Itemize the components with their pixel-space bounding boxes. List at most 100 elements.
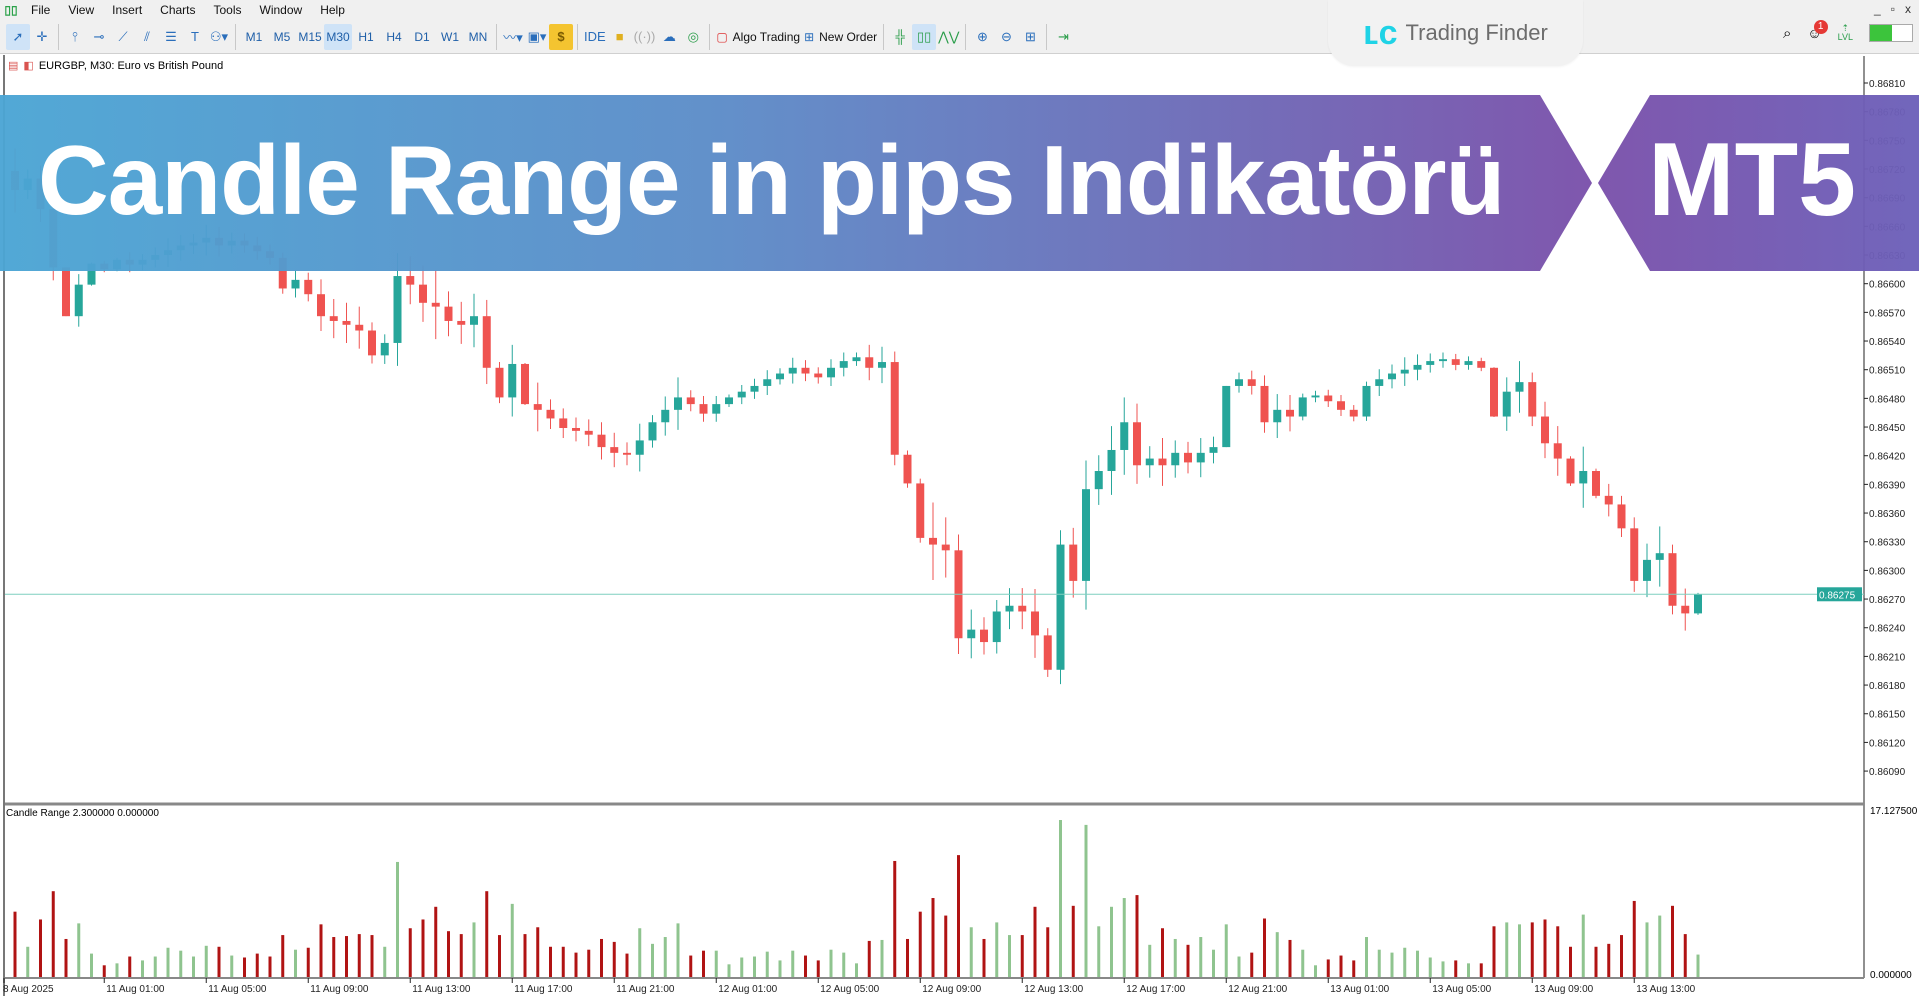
vps-cloud-icon[interactable]: ☁: [662, 28, 676, 44]
lvl-icon[interactable]: ⇡ LVL: [1837, 23, 1853, 42]
candle: [1553, 426, 1562, 476]
crosshair-icon[interactable]: ✛: [36, 28, 48, 44]
divider: [1046, 23, 1048, 50]
divider: [496, 23, 497, 50]
menu-view[interactable]: View: [68, 3, 95, 17]
menu-window[interactable]: Window: [259, 3, 303, 17]
status-toggle[interactable]: [1869, 24, 1913, 42]
algo-trading-button[interactable]: ▢ Algo Trading: [714, 24, 802, 50]
price-tick-label: 0.86330: [1869, 538, 1906, 549]
bullish-candle-body: [763, 379, 772, 386]
candle-range-bar: [179, 950, 183, 977]
candle-range-bar: [102, 965, 106, 977]
minimize-button[interactable]: _: [1874, 2, 1881, 16]
candle-range-bar: [1543, 919, 1547, 977]
fibonacci-icon[interactable]: ☰: [165, 28, 177, 44]
candle: [62, 267, 70, 317]
candle-range-bar: [230, 955, 234, 977]
restore-button[interactable]: ▫: [1890, 2, 1895, 16]
signal-broadcast-icon[interactable]: ((·)): [633, 29, 656, 44]
bullish-candle-body: [87, 263, 96, 285]
candle-range-bar: [969, 927, 973, 977]
bullish-candle-body: [750, 385, 759, 392]
candle-range-bar: [791, 950, 795, 977]
candle-range-bar: [1020, 935, 1024, 977]
candle-range-bar: [1403, 947, 1407, 977]
shapes-icon[interactable]: ⚇▾: [209, 28, 229, 44]
candle-range-bar: [1097, 926, 1101, 977]
bullish-candle-body: [1655, 553, 1664, 560]
horizontal-line-icon[interactable]: ⊸: [93, 28, 105, 44]
timeframe-d1[interactable]: D1: [414, 29, 430, 44]
channel-icon[interactable]: ⫽: [144, 28, 150, 44]
candle-range-bar: [944, 915, 948, 977]
candle: [1324, 389, 1333, 407]
vertical-line-icon[interactable]: ⫯: [72, 28, 78, 44]
candle: [941, 517, 950, 578]
bearish-candle-body: [686, 397, 695, 405]
bullish-candle-body: [393, 276, 402, 343]
candle: [597, 422, 606, 460]
candle-range-bar: [1224, 924, 1228, 977]
autoscroll-icon[interactable]: ⇥: [1058, 28, 1069, 44]
candle-range-bar: [702, 950, 705, 977]
indicators-icon[interactable]: 〰▾: [503, 30, 523, 45]
candle-range-bar: [396, 861, 399, 977]
templates-icon[interactable]: ▣▾: [527, 28, 547, 44]
candle: [1464, 356, 1473, 370]
candle: [546, 399, 555, 429]
menu-help[interactable]: Help: [320, 3, 345, 17]
timeframe-mn[interactable]: MN: [468, 29, 488, 44]
timeframe-w1[interactable]: W1: [441, 29, 459, 44]
menu-file[interactable]: File: [31, 3, 51, 17]
bearish-candle-body: [916, 483, 925, 538]
line-chart-icon[interactable]: ⋀⋁: [938, 28, 960, 44]
market-icon[interactable]: ■: [615, 29, 624, 44]
close-button[interactable]: x: [1905, 2, 1911, 16]
candle: [355, 306, 364, 349]
zoom-out-icon[interactable]: ⊖: [1001, 28, 1012, 44]
bullish-candle-body: [1515, 382, 1524, 392]
trendline-icon[interactable]: ⟋: [118, 28, 128, 44]
candle: [1502, 377, 1511, 431]
timeframe-m30[interactable]: M30: [324, 23, 352, 50]
cursor-icon[interactable]: ➚: [6, 23, 30, 50]
candle: [750, 378, 759, 399]
time-tick-label: 13 Aug 05:00: [1432, 984, 1491, 995]
candle-range-bar: [1377, 949, 1381, 977]
timeframe-h4[interactable]: H4: [386, 29, 402, 44]
notifications-icon[interactable]: ☺ 1: [1807, 20, 1828, 41]
menu-insert[interactable]: Insert: [112, 3, 143, 17]
timeframe-h1[interactable]: H1: [358, 29, 374, 44]
candle-range-bar: [141, 960, 144, 977]
signals-icon[interactable]: $: [549, 23, 573, 50]
candle: [1592, 468, 1600, 499]
time-tick-label: 12 Aug 17:00: [1126, 984, 1185, 995]
candlestick-chart-icon[interactable]: ▯▯: [912, 23, 937, 50]
menu-charts[interactable]: Charts: [160, 3, 196, 17]
candle-range-bar: [26, 946, 30, 977]
bullish-candle-body: [674, 397, 682, 410]
candle: [584, 419, 593, 447]
bullish-candle-body: [1298, 397, 1307, 417]
timeframe-m15[interactable]: M15: [298, 29, 322, 44]
candle-range-bar: [1594, 946, 1598, 977]
search-icon[interactable]: ⌕: [1782, 24, 1792, 42]
timeframe-m1[interactable]: M1: [245, 29, 263, 44]
bar-chart-icon[interactable]: ╬: [895, 29, 905, 44]
grid-icon[interactable]: ⊞: [1025, 28, 1036, 44]
new-order-button[interactable]: ⊞ New Order: [802, 24, 879, 50]
menu-tools[interactable]: Tools: [213, 3, 242, 17]
bearish-candle-body: [431, 302, 440, 307]
candle-range-bar: [243, 957, 246, 977]
bullish-candle-body: [1005, 605, 1014, 612]
text-icon[interactable]: T: [191, 29, 199, 44]
candle-range-bar: [434, 906, 438, 977]
candle-range-bar: [549, 946, 552, 977]
candle-range-bar: [600, 938, 603, 977]
timeframe-m5[interactable]: M5: [273, 29, 291, 44]
bearish-candle-body: [1604, 495, 1613, 505]
add-service-icon[interactable]: ◎: [687, 28, 699, 44]
ide-button[interactable]: IDE: [584, 29, 606, 44]
zoom-in-icon[interactable]: ⊕: [977, 28, 988, 44]
